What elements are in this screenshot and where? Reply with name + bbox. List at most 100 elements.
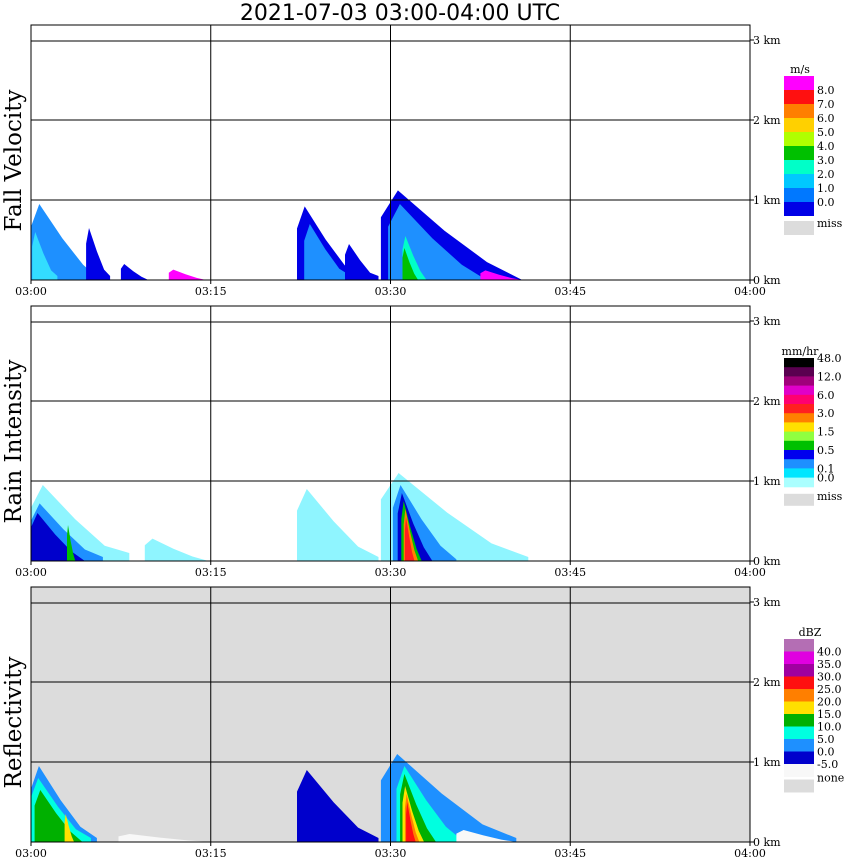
- colorbar-swatch: [784, 450, 814, 460]
- y-tick-label: 1 km: [753, 194, 781, 207]
- colorbar-swatch: [784, 468, 814, 479]
- echo-mark: [480, 270, 523, 280]
- colorbar-swatch: [784, 394, 814, 405]
- chart-title: 2021-07-03 03:00-04:00 UTC: [239, 1, 561, 26]
- echo-mark: [118, 834, 211, 842]
- colorbar-swatch: [784, 118, 814, 132]
- colorbar-swatch: [784, 689, 814, 702]
- colorbar-swatch: [784, 751, 814, 765]
- colorbar-label: 10.0: [817, 721, 842, 734]
- colorbar-swatch: [784, 764, 814, 777]
- x-tick-label: 03:30: [375, 847, 407, 860]
- colorbar-swatch: [784, 422, 814, 433]
- colorbar-label: 0.0: [817, 746, 835, 759]
- x-tick-label: 04:00: [734, 285, 766, 298]
- y-axis-label: Reflectivity: [1, 657, 27, 789]
- colorbar-swatch: [784, 726, 814, 740]
- colorbar-label: 8.0: [817, 84, 835, 97]
- colorbar-swatch: [784, 714, 814, 727]
- colorbar-swatch: [784, 367, 814, 377]
- colorbar-label: 48.0: [817, 352, 842, 365]
- x-tick-label: 03:45: [554, 566, 586, 579]
- colorbar-none-label: none: [817, 772, 844, 785]
- x-tick-label: 03:30: [375, 285, 407, 298]
- colorbar-unit: mm/hr: [782, 345, 820, 358]
- x-tick-label: 03:00: [15, 285, 47, 298]
- y-tick-label: 2 km: [753, 676, 781, 689]
- y-tick-label: 3 km: [753, 315, 781, 328]
- y-tick-label: 0 km: [753, 555, 781, 568]
- y-tick-label: 3 km: [753, 596, 781, 609]
- colorbar-label: 2.0: [817, 168, 835, 181]
- y-tick-label: 3 km: [753, 34, 781, 47]
- x-tick-label: 04:00: [734, 566, 766, 579]
- colorbar-swatch: [784, 459, 814, 469]
- x-tick-label: 03:45: [554, 847, 586, 860]
- colorbar-swatch: [784, 376, 814, 387]
- colorbar-swatch: [784, 739, 814, 752]
- y-tick-label: 0 km: [753, 836, 781, 849]
- colorbar-label: 0.5: [817, 444, 835, 457]
- echo-mark: [402, 248, 419, 280]
- colorbar-label: 40.0: [817, 646, 842, 659]
- colorbar-label: 0.0: [817, 472, 835, 485]
- echo-mark: [406, 802, 416, 842]
- y-axis-label: Rain Intensity: [1, 359, 27, 523]
- colorbar-swatch: [784, 202, 814, 216]
- colorbar-swatch: [784, 160, 814, 174]
- colorbar-label: 0.0: [817, 196, 835, 209]
- colorbar-swatch: [784, 76, 814, 90]
- y-tick-label: 1 km: [753, 475, 781, 488]
- colorbar-swatch: [784, 413, 814, 423]
- colorbar-swatch: [784, 651, 814, 665]
- colorbar-swatch: [784, 385, 814, 396]
- echo-mark: [345, 244, 379, 280]
- colorbar-label: 3.0: [817, 154, 835, 167]
- echo-mark: [67, 525, 76, 561]
- x-tick-label: 03:00: [15, 847, 47, 860]
- echo-mark: [297, 770, 379, 842]
- colorbar-label: 1.5: [817, 426, 835, 439]
- colorbar-label: 30.0: [817, 671, 842, 684]
- colorbar-swatch: [784, 639, 814, 652]
- colorbar-swatch: [784, 188, 814, 202]
- colorbar-swatch: [784, 132, 814, 146]
- colorbar-swatch: [784, 664, 814, 677]
- colorbar-label: 7.0: [817, 98, 835, 111]
- y-tick-label: 1 km: [753, 756, 781, 769]
- echo-mark: [34, 790, 83, 842]
- colorbar-swatch: [784, 174, 814, 188]
- echo-mark: [304, 224, 351, 280]
- y-tick-label: 2 km: [753, 395, 781, 408]
- x-tick-label: 04:00: [734, 847, 766, 860]
- y-axis-label: Fall Velocity: [1, 90, 27, 232]
- colorbar-swatch: [784, 440, 814, 451]
- colorbar-label: 6.0: [817, 389, 835, 402]
- colorbar-label: 25.0: [817, 683, 842, 696]
- y-tick-label: 0 km: [753, 274, 781, 287]
- colorbar-label: 1.0: [817, 182, 835, 195]
- echo-mark: [64, 814, 75, 842]
- colorbar-unit: m/s: [790, 63, 810, 76]
- panel-reflectivity: 03:00 03:15 03:30 03:45 04:000 km 1 km 2 km 3 k…: [1, 586, 844, 860]
- panel-fall-velocity: 03:00 03:15 03:30 03:45 04:000 km 1 km 2 km 3 k…: [1, 24, 843, 298]
- echo-mark: [456, 830, 517, 842]
- x-tick-label: 03:45: [554, 285, 586, 298]
- echo-mark: [297, 489, 379, 561]
- panel-rain-intensity: 03:00 03:15 03:30 03:45 04:000 km 1 km 2 km 3 k…: [1, 305, 843, 579]
- colorbar-swatch: [784, 358, 814, 368]
- colorbar-miss-swatch: [784, 493, 814, 506]
- colorbar-swatch: [784, 431, 814, 442]
- echo-mark: [404, 517, 415, 561]
- colorbar-miss-label: miss: [817, 490, 843, 503]
- colorbar-swatch: [784, 104, 814, 118]
- echo-mark: [120, 264, 149, 280]
- colorbar: dBZ 40.035.030.025.020.015.010.05.00.0-5.…: [784, 626, 844, 793]
- y-tick-label: 2 km: [753, 114, 781, 127]
- colorbar-label: 20.0: [817, 696, 842, 709]
- echo-mark: [168, 269, 206, 280]
- colorbar-label: 4.0: [817, 140, 835, 153]
- x-tick-label: 03:15: [195, 566, 227, 579]
